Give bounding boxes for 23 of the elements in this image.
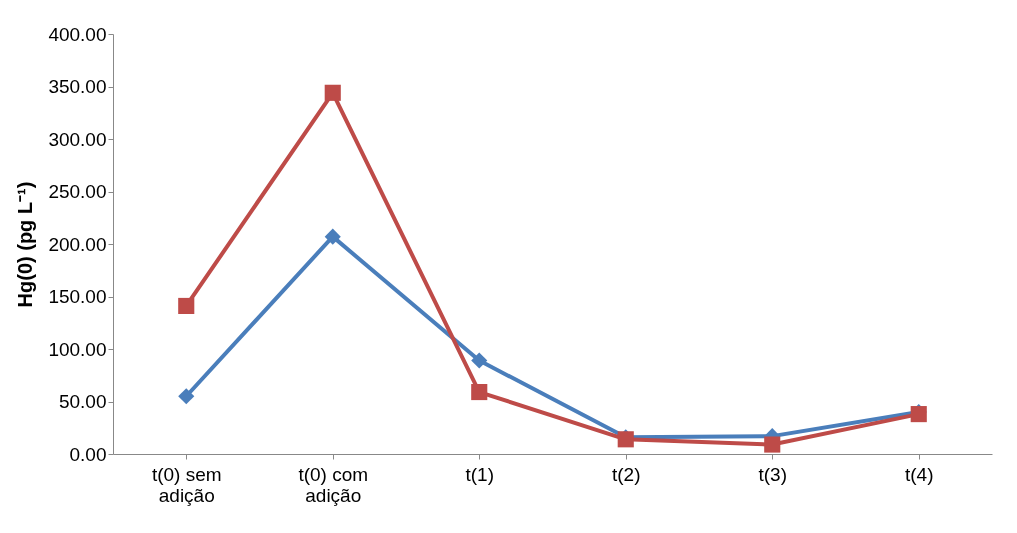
- point: [324, 84, 341, 101]
- point: [764, 436, 781, 453]
- point: [178, 297, 195, 315]
- y-tick-label: 350.00: [48, 76, 107, 97]
- y-axis-title: Hg(0) (pg L⁻¹): [14, 181, 37, 308]
- x-tick-label: t(2): [612, 463, 641, 485]
- x-tick-label: t(0) com adição: [298, 463, 369, 506]
- point: [471, 352, 488, 369]
- y-tick-label: 300.00: [48, 128, 107, 150]
- y-tick-label: 100.00: [48, 338, 107, 360]
- x-tick-label: t(3): [758, 463, 787, 485]
- y-tick-label: 0.00: [69, 443, 107, 465]
- y-tick-label: 150.00: [48, 286, 107, 307]
- y-tick-label: 400.00: [48, 23, 107, 45]
- y-tick-label: 50.00: [58, 391, 107, 412]
- x-tick-label: t(0) sem adição: [151, 463, 222, 506]
- x-tick-label: t(4): [905, 463, 934, 485]
- x-tick-label: t(1): [465, 463, 494, 485]
- point: [178, 388, 195, 405]
- point: [471, 383, 488, 401]
- y-tick-label: 200.00: [48, 233, 107, 255]
- y-tick-label: 250.00: [48, 181, 107, 202]
- point: [324, 228, 341, 245]
